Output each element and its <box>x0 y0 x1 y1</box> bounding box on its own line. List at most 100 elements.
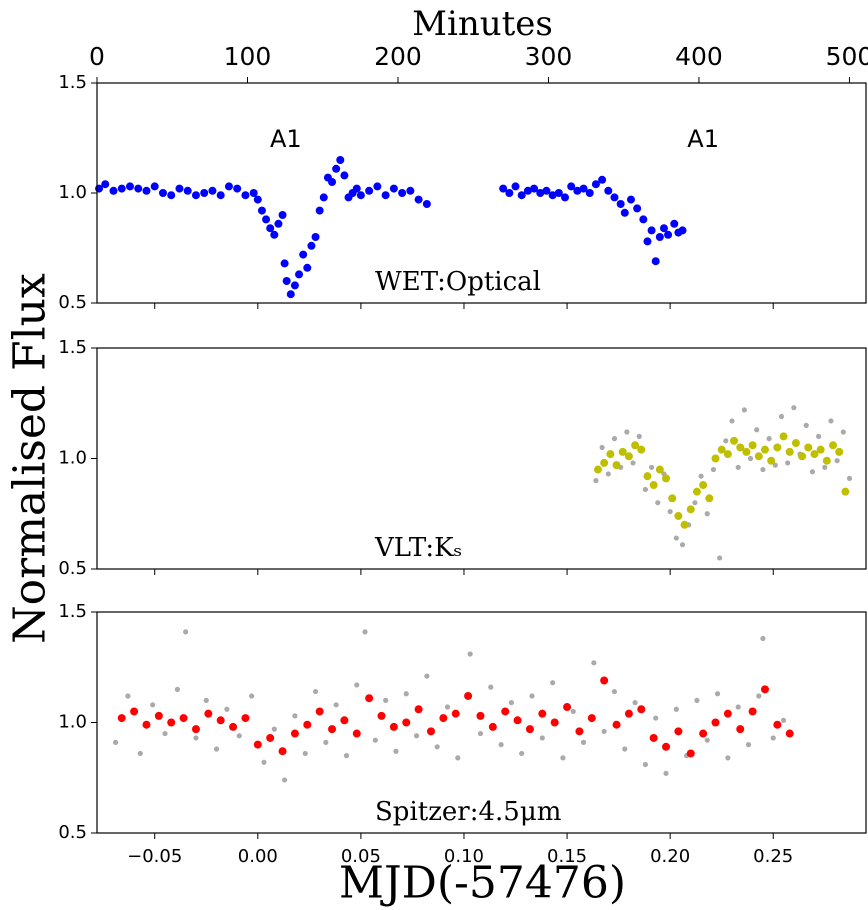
data-point <box>773 720 782 729</box>
data-point <box>587 714 596 723</box>
annotation: A1 <box>687 125 719 153</box>
data-point <box>840 429 846 435</box>
data-point <box>756 693 762 699</box>
data-point <box>699 481 708 490</box>
data-point <box>542 186 551 195</box>
data-point <box>828 418 834 424</box>
data-point <box>488 722 497 731</box>
data-point <box>229 722 238 731</box>
data-point <box>642 761 649 768</box>
data-point <box>266 224 275 233</box>
data-point <box>622 746 628 752</box>
data-point <box>501 707 510 716</box>
data-point <box>655 465 664 474</box>
data-point <box>498 742 504 748</box>
data-point <box>233 184 242 193</box>
data-point <box>686 749 695 758</box>
data-point <box>612 461 621 470</box>
data-point <box>343 753 350 759</box>
data-point <box>624 709 633 718</box>
data-point <box>179 714 188 723</box>
data-point <box>729 418 735 424</box>
y-tick-label: 1.5 <box>58 337 87 358</box>
data-point <box>505 189 514 197</box>
data-point <box>213 746 220 752</box>
y-tick-label: 0.5 <box>58 292 87 313</box>
data-point <box>760 445 769 454</box>
data-point <box>523 186 532 195</box>
x-tick-label: 0.25 <box>753 846 793 867</box>
data-point <box>692 487 701 496</box>
data-point <box>270 230 279 239</box>
data-point <box>736 443 745 452</box>
data-point <box>626 195 635 204</box>
data-point <box>791 405 797 411</box>
data-point <box>554 189 563 197</box>
data-point <box>261 759 267 765</box>
data-point <box>593 478 599 484</box>
data-point <box>444 704 451 710</box>
data-point <box>241 714 250 723</box>
x2-tick-label: 100 <box>224 42 272 71</box>
data-point <box>649 733 658 742</box>
data-point <box>208 186 217 195</box>
data-point <box>611 688 618 695</box>
data-point <box>606 450 615 459</box>
data-point <box>711 454 720 463</box>
data-point <box>835 447 844 456</box>
data-point <box>766 436 772 442</box>
x2-tick-label: 0 <box>89 42 105 71</box>
data-point <box>311 233 320 241</box>
data-point <box>667 508 673 515</box>
y-axis-title: Normalised Flux <box>5 273 56 644</box>
data-point <box>389 722 398 731</box>
data-point <box>785 729 794 738</box>
data-point <box>365 186 374 195</box>
data-point <box>631 441 640 450</box>
data-point <box>673 706 679 712</box>
data-point <box>262 215 271 224</box>
data-point <box>611 436 618 442</box>
data-point <box>679 542 686 548</box>
data-point <box>653 715 659 721</box>
data-point <box>328 725 337 734</box>
data-point <box>600 458 609 467</box>
y-tick-label: 1.0 <box>58 712 87 733</box>
x2-tick-label: 500 <box>826 42 868 71</box>
data-point <box>655 233 664 241</box>
data-point <box>274 219 283 228</box>
data-point <box>158 189 167 197</box>
data-point <box>125 182 134 191</box>
data-point <box>323 739 329 745</box>
data-point <box>253 195 262 204</box>
data-point <box>130 707 139 716</box>
data-point <box>643 237 652 246</box>
data-point <box>299 250 308 259</box>
data-point <box>451 709 460 718</box>
data-point <box>567 182 576 191</box>
data-point <box>406 186 415 195</box>
data-point <box>662 742 671 751</box>
data-point <box>278 747 287 756</box>
y-tick-label: 1.5 <box>58 72 87 93</box>
data-point <box>637 705 646 714</box>
data-point <box>624 452 633 461</box>
data-point <box>616 200 625 208</box>
data-point <box>717 555 723 561</box>
data-point <box>150 702 156 708</box>
data-point <box>414 195 423 204</box>
data-point <box>282 777 288 783</box>
data-point <box>332 164 341 173</box>
panel-label: WET:Optical <box>375 267 541 297</box>
data-point <box>639 215 648 224</box>
data-point <box>488 684 494 690</box>
data-point <box>745 742 752 748</box>
data-point <box>748 707 757 716</box>
data-point <box>101 180 110 189</box>
data-point <box>373 182 382 191</box>
data-point <box>785 447 794 456</box>
data-point <box>508 700 514 706</box>
data-point <box>191 725 200 734</box>
data-point <box>822 464 828 470</box>
data-point <box>517 191 526 200</box>
